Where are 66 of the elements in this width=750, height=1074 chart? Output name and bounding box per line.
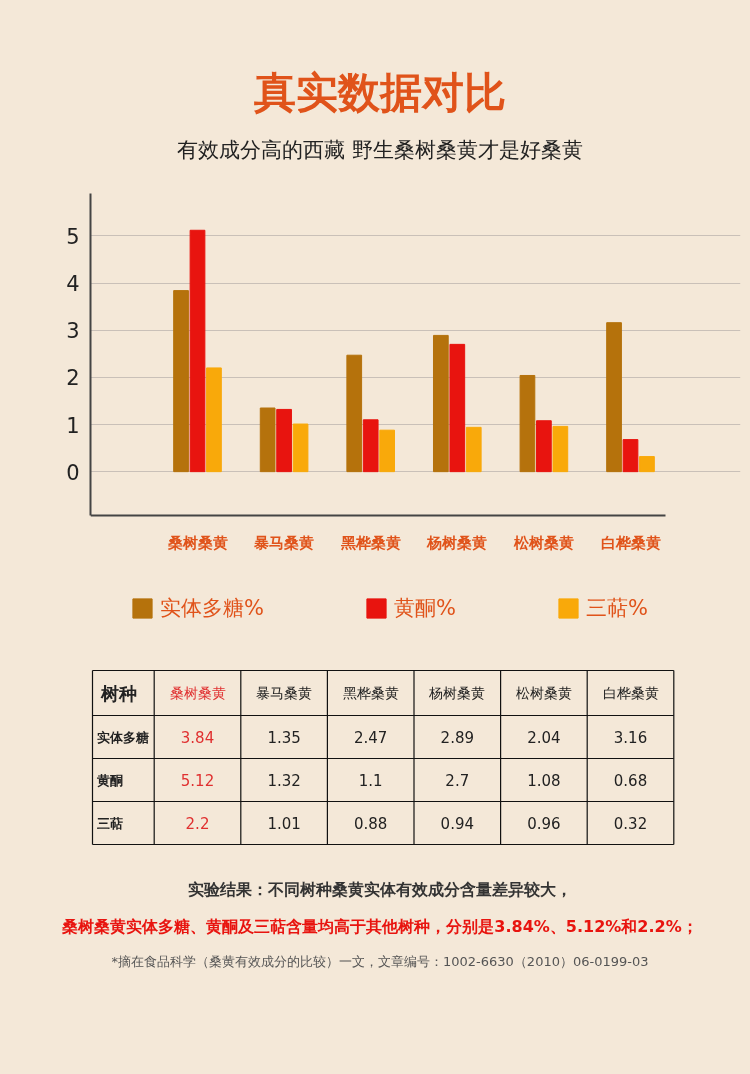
bar (292, 423, 309, 473)
y-tick-label: 5 (66, 224, 80, 249)
chart-subtitle: 有效成分高的西藏 野生桑树桑黄才是好桑黄 (176, 137, 584, 164)
bar (552, 425, 569, 473)
category-label: 松树桑黄 (515, 685, 572, 701)
data-label: 3.16 (613, 729, 648, 747)
category-label: 桑树桑黄 (169, 685, 226, 701)
data-label: 2.89 (440, 729, 475, 747)
bar (259, 407, 276, 473)
bar (379, 429, 396, 473)
text: 桑树桑黄实体多糖、黄酮及三萜含量均高于其他树种，分别是3.84%、5.12%和2.2%； (61, 915, 699, 938)
bar (362, 419, 379, 473)
x-tick-label: 松树桑黄 (512, 533, 574, 552)
bar (346, 354, 363, 473)
data-label: 2.7 (445, 772, 470, 790)
data-label: 2.2 (185, 815, 210, 833)
x-tick-label: 白桦桑黄 (600, 533, 661, 552)
bar (639, 456, 655, 473)
data-label: 1.08 (527, 772, 561, 790)
bar (189, 229, 206, 473)
category-label: 白桦桑黄 (602, 685, 659, 701)
bar (173, 290, 189, 473)
x-tick-label: 暴马桑黄 (253, 533, 315, 552)
bar (536, 420, 552, 473)
x-tick-label: 桑树桑黄 (166, 533, 228, 552)
bar (449, 343, 466, 473)
legend-label: 三萜% (585, 595, 648, 622)
bar (432, 334, 449, 473)
y-tick-label: 1 (66, 413, 80, 438)
y-tick-label: 4 (66, 272, 80, 297)
data-label: 0.88 (354, 815, 388, 833)
x-tick-label: 杨树桑黄 (426, 533, 488, 552)
bar (622, 439, 639, 473)
bar (465, 426, 482, 473)
category-label: 杨树桑黄 (429, 685, 486, 701)
chart-title: 真实数据对比 (253, 67, 507, 119)
bar (606, 322, 622, 473)
text: 黄酮 (95, 772, 123, 788)
text: 三萜 (96, 815, 123, 831)
bar (206, 367, 222, 473)
data-label: 5.12 (180, 772, 215, 790)
data-label: 1.01 (267, 815, 301, 833)
data-label: 0.32 (613, 815, 648, 833)
data-label: 1.32 (267, 772, 301, 790)
category-label: 黑桦桑黄 (342, 685, 399, 701)
data-label: 0.94 (440, 815, 475, 833)
data-label: 0.96 (527, 815, 561, 833)
y-tick-label: 2 (66, 366, 80, 391)
bar (276, 408, 292, 473)
text: 实体多糖 (96, 729, 149, 745)
data-label: 1.35 (267, 729, 301, 747)
text: 树种 (99, 682, 137, 704)
legend-label: 黄酮% (393, 595, 456, 622)
bar (519, 374, 536, 473)
text: *摘在食品科学（桑黄有效成分的比较）一文，文章编号：1002-6630（2010）06-0199-03 (110, 952, 650, 971)
category-label: 暴马桑黄 (256, 685, 313, 701)
text: 实验结果：不同树种桑黄实体有效成分含量差异较大， (187, 879, 573, 901)
data-label: 2.04 (527, 729, 561, 747)
data-label: 0.68 (613, 772, 648, 790)
y-tick-label: 3 (66, 319, 80, 344)
data-label: 3.84 (180, 729, 215, 747)
y-tick-label: 0 (66, 460, 80, 485)
data-label: 2.47 (354, 729, 388, 747)
legend-label: 实体多糖% (160, 595, 264, 622)
data-label: 1.1 (358, 772, 383, 790)
x-tick-label: 黑桦桑黄 (339, 533, 401, 552)
